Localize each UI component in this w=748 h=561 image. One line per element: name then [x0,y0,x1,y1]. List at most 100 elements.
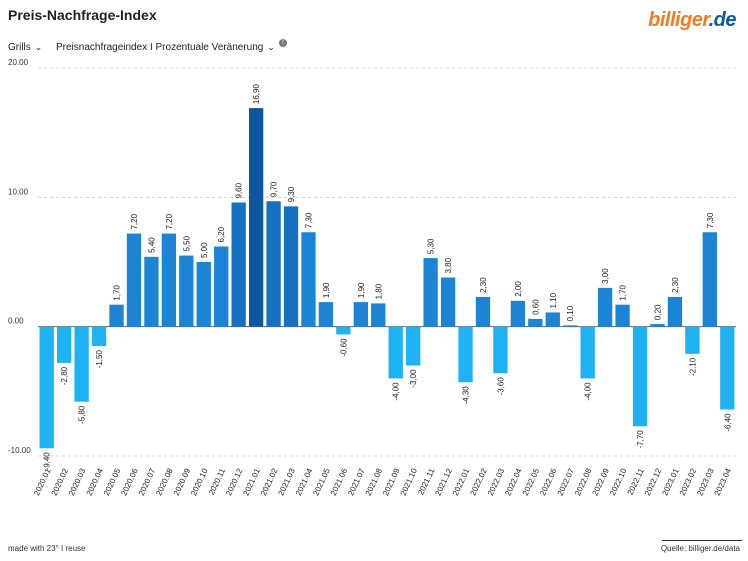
bar-value-label: 16,90 [252,84,261,105]
bar [580,326,595,379]
bar [248,108,264,327]
made-with-credit[interactable]: made with 23° I reuse [8,544,86,553]
bar [440,277,456,327]
bar-value-label: 7,30 [304,212,313,228]
bar [667,296,683,327]
footer-divider [662,540,742,541]
bar-value-label: 0,10 [566,305,575,321]
bar-value-label: -7,70 [636,430,645,449]
bar-value-label: 9,60 [235,182,244,198]
bar-value-label: 1,10 [549,292,558,308]
bar-value-label: 1,90 [357,282,366,298]
chart-title: Preis-Nachfrage-Index [8,7,157,23]
category-label: Grills [8,42,31,53]
bar-value-label: 6,20 [217,226,226,242]
bar-value-label: 5,00 [200,242,209,258]
grid-layer: -10.00 0.00 10.00 20.00 [8,58,736,457]
bar-value-label: 7,30 [706,212,715,228]
bar [597,287,613,327]
bar [39,326,54,449]
bar-value-label: -4,00 [392,382,401,401]
bar [109,304,124,327]
bar [179,255,194,327]
logo-part-1: billiger [648,9,709,31]
bar-value-label: -5,80 [78,405,87,424]
bar-value-label: 1,90 [322,282,331,298]
x-tick-label: 2023.04 [713,467,734,498]
bar [388,326,403,379]
bar-value-label: 2,30 [479,277,488,293]
category-dropdown[interactable]: Grills ⌄ [8,42,42,53]
metric-dropdown[interactable]: Preisnachfrageindex I Prozentuale Veräne… [56,38,287,53]
bar [563,325,578,327]
bar [371,303,386,327]
bar [214,246,229,327]
source-credit: Quelle: billiger.de/data [660,544,740,553]
bar [493,326,508,374]
bar [144,256,159,327]
bar [650,324,665,327]
bar [702,232,717,327]
bar-value-label: 9,30 [287,186,296,202]
bar [353,302,368,327]
bar-value-label: 5,30 [427,238,436,254]
bar [632,326,648,427]
y-tick-label: 20.00 [8,58,29,67]
info-icon[interactable]: ! [278,38,287,47]
bar-value-label: 2,30 [671,277,680,293]
bar-value-label: 1,70 [619,285,628,301]
bar [615,304,630,327]
bar [475,296,491,327]
bar [720,326,735,410]
bar-value-label: 7,20 [165,213,174,229]
y-tick-label: -10.00 [8,446,31,455]
bar-value-label: 1,80 [374,283,383,299]
y-tick-label: 10.00 [8,187,29,196]
bar [545,312,560,327]
bar-value-label: 5,50 [182,235,191,251]
chevron-down-icon: ⌄ [34,42,43,52]
bar-value-label: 5,40 [147,237,156,253]
bar [458,326,473,383]
bar [74,326,89,402]
bar-value-label: -4,30 [462,386,471,405]
bar-value-label: -0,60 [339,338,348,357]
billiger-logo[interactable]: billiger.de [648,9,736,32]
bar-value-label: 1,70 [113,285,122,301]
logo-part-2: .de [708,9,737,31]
bar-value-label: -2,10 [688,357,697,376]
metric-label: Preisnachfrageindex I Prozentuale Veräne… [56,42,264,53]
bar [528,318,543,327]
bar [301,232,316,327]
bar-value-label: 3,00 [601,268,610,284]
bar-value-label: 9,70 [270,181,279,197]
bar-value-label: -3,60 [496,377,505,396]
bar [266,201,281,327]
y-tick-label: 0.00 [8,317,24,326]
bar [196,262,211,327]
bar-value-label: 0,20 [653,304,662,320]
bar-layer [39,108,735,449]
bar-value-label: 3,80 [444,257,453,273]
bar-value-label: 2,00 [514,281,523,297]
bar-value-label: -2,80 [60,366,69,385]
bar-value-label: -4,00 [584,382,593,401]
bar [91,326,107,347]
bar-value-label: -6,40 [723,413,732,432]
bar [126,233,142,327]
bar [231,202,246,327]
bar [318,302,334,327]
bar [161,233,177,327]
bar [336,326,351,335]
bar [283,206,299,327]
bar [406,326,421,366]
bar [510,300,526,327]
bar-value-label: -1,50 [95,350,104,369]
bar [57,326,72,363]
bar [685,326,700,354]
bar [423,258,438,327]
bar-value-label: -9,40 [43,452,52,471]
bar-value-label: 7,20 [130,213,139,229]
bar-value-label: 0,60 [531,299,540,315]
